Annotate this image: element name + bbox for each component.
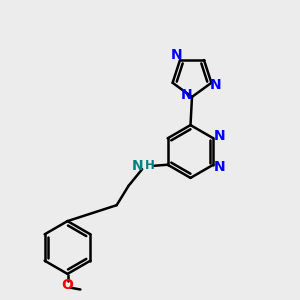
Text: N: N	[181, 88, 193, 102]
Text: N: N	[171, 48, 182, 62]
Text: N: N	[209, 78, 221, 92]
Text: N: N	[132, 159, 144, 172]
Text: H: H	[145, 159, 155, 172]
Text: O: O	[61, 278, 74, 292]
Text: N: N	[213, 129, 225, 143]
Text: N: N	[213, 160, 225, 174]
